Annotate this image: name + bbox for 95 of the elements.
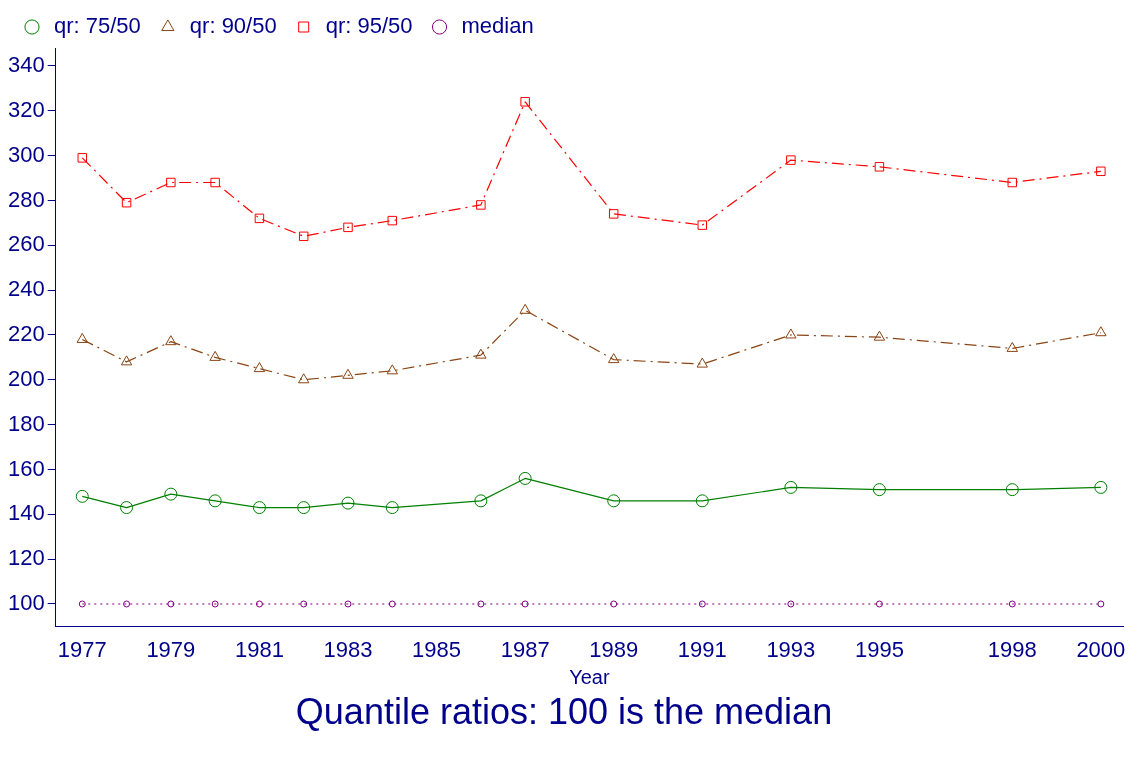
- point: [1006, 341, 1018, 352]
- point: [385, 501, 399, 515]
- point: [164, 487, 178, 501]
- point: [297, 501, 311, 515]
- x-tick-label: 1987: [500, 636, 550, 662]
- y-tick-label: 320: [7, 96, 45, 122]
- point: [1096, 166, 1106, 177]
- y-tick-label: 160: [7, 455, 45, 481]
- point: [210, 177, 220, 188]
- x-tick-label: 1991: [677, 636, 727, 662]
- point: [1007, 177, 1018, 188]
- y-tick-label: 240: [7, 276, 45, 302]
- point: [342, 368, 354, 379]
- point: [608, 209, 619, 219]
- legend-label: median: [461, 13, 534, 39]
- point: [253, 362, 266, 373]
- point: [784, 480, 798, 494]
- x-tick-label: 1979: [146, 636, 196, 662]
- point: [610, 600, 618, 608]
- point: [298, 231, 309, 242]
- point: [165, 335, 177, 346]
- point: [209, 350, 221, 361]
- y-tick-label: 300: [7, 141, 45, 167]
- legend-label: qr: 95/50: [325, 13, 413, 39]
- y-tick-label: 100: [7, 590, 45, 616]
- point: [1005, 483, 1019, 497]
- point: [77, 153, 88, 163]
- x-tick-label: 2000: [1076, 636, 1126, 662]
- legend-label: qr: 90/50: [189, 13, 277, 39]
- point: [872, 483, 886, 497]
- point: [875, 600, 883, 608]
- y-tick-label: 260: [7, 231, 45, 257]
- point: [75, 489, 89, 503]
- point: [873, 330, 886, 341]
- point: [695, 494, 709, 508]
- y-tick-label: 180: [7, 410, 45, 436]
- point: [607, 494, 621, 508]
- point: [298, 373, 310, 384]
- point: [698, 600, 706, 608]
- x-tick-label: 1985: [412, 636, 462, 662]
- point: [474, 494, 488, 508]
- x-tick-label: 1981: [234, 636, 284, 662]
- x-axis-title: Year: [569, 666, 610, 689]
- point: [519, 303, 531, 314]
- point: [300, 600, 308, 608]
- point: [1097, 600, 1105, 608]
- point: [388, 600, 396, 608]
- point: [121, 197, 132, 208]
- x-tick-label: 1977: [57, 636, 107, 662]
- point: [341, 496, 355, 510]
- point: [520, 97, 530, 107]
- point: [78, 600, 86, 608]
- point: [696, 357, 708, 368]
- point: [343, 222, 353, 233]
- x-tick-label: 1989: [589, 636, 639, 662]
- point: [167, 600, 175, 608]
- x-tick-label: 1993: [766, 636, 816, 662]
- point: [518, 471, 532, 485]
- y-tick-label: 340: [7, 52, 45, 77]
- x-tick-label: 1983: [323, 636, 373, 662]
- y-tick-label: 280: [7, 186, 45, 212]
- point: [252, 501, 266, 515]
- point: [697, 220, 708, 230]
- point: [211, 600, 219, 608]
- point: [786, 155, 796, 165]
- point: [123, 600, 131, 608]
- point: [76, 332, 88, 343]
- point: [166, 177, 176, 188]
- point: [874, 162, 885, 172]
- point: [787, 600, 795, 608]
- point: [254, 213, 265, 224]
- y-tick-label: 140: [7, 500, 45, 526]
- point: [387, 215, 398, 226]
- point: [521, 600, 529, 608]
- point: [1095, 326, 1107, 337]
- point: [785, 328, 797, 339]
- point: [608, 353, 620, 364]
- point: [386, 364, 398, 375]
- point: [120, 501, 134, 515]
- point: [475, 348, 487, 359]
- legend-label: qr: 75/50: [54, 13, 141, 39]
- point: [1094, 480, 1108, 494]
- x-tick-label: 1995: [854, 636, 904, 662]
- point: [344, 600, 352, 608]
- point: [208, 494, 222, 508]
- point: [255, 600, 263, 608]
- y-tick-label: 220: [7, 321, 45, 347]
- text: Quantile ratios: 100 is the median: [295, 691, 833, 733]
- point: [120, 355, 133, 366]
- point: [477, 600, 485, 608]
- x-tick-label: 1998: [987, 636, 1037, 662]
- point: [1008, 600, 1016, 608]
- point: [476, 200, 486, 210]
- y-tick-label: 200: [7, 365, 45, 391]
- y-tick-label: 120: [7, 545, 45, 571]
